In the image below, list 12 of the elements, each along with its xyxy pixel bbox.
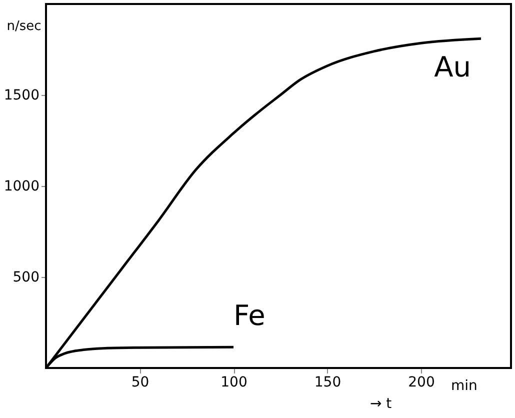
series-label: Fe — [234, 299, 266, 332]
x-tick-label: 200 — [408, 374, 435, 390]
y-tick-label: 1000 — [4, 178, 40, 194]
x-tick-label: 150 — [314, 374, 342, 390]
x-tick-label: 100 — [220, 374, 248, 390]
y-axis-title: n/sec — [6, 19, 42, 34]
y-tick-label: 500 — [12, 270, 40, 286]
text: min — [451, 378, 478, 394]
series-label: Au — [434, 50, 471, 84]
x-axis-title: → t — [370, 396, 392, 412]
y-tick-label: 1500 — [4, 88, 40, 104]
x-tick-label: 50 — [131, 374, 150, 390]
